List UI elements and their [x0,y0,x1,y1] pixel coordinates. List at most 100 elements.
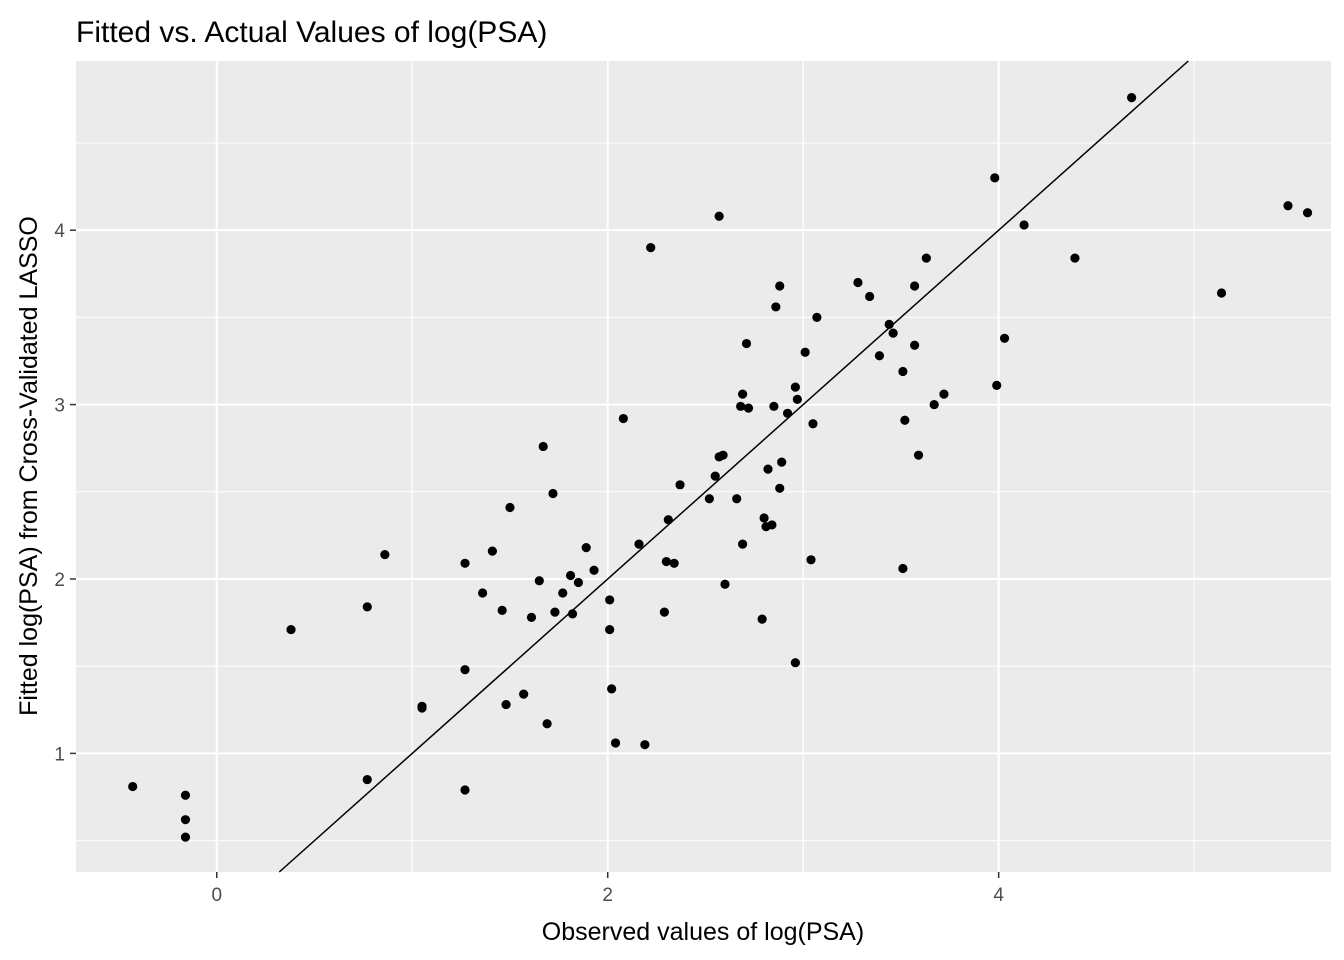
x-axis-label: Observed values of log(PSA) [542,918,864,946]
y-tick-label: 3 [54,396,65,417]
y-axis-label: Fitted log(PSA) from Cross-Validated LAS… [15,216,43,716]
data-point [663,515,673,525]
data-point [669,558,679,568]
data-point [769,401,779,411]
data-point [732,494,742,504]
data-point [898,366,908,377]
data-point [538,441,548,452]
data-point [581,543,591,553]
data-point [1070,253,1080,263]
data-point [618,413,628,424]
data-point [884,319,894,329]
data-point [180,832,191,842]
data-point [913,450,924,460]
data-point [487,546,497,556]
data-point [900,415,910,425]
x-tick-label: 2 [602,885,613,906]
data-point [898,563,908,574]
data-point [792,394,802,404]
data-point [806,555,816,565]
data-point [573,577,583,588]
data-point [548,488,558,499]
data-point [519,689,529,699]
major-gridlines [76,61,1331,872]
data-point [737,539,748,549]
data-point [675,480,685,490]
data-point [610,738,621,748]
data-point [718,450,728,460]
data-point [1019,220,1029,230]
data-point [910,340,920,350]
data-point [661,556,671,567]
data-point [921,253,931,263]
data-point [605,595,615,605]
data-point [128,781,138,792]
data-point [497,605,507,615]
data-point [526,612,537,622]
reference-line-layer [278,60,1189,873]
data-point [874,351,885,361]
data-point [710,471,720,481]
data-point [607,684,617,694]
data-point [659,607,670,617]
data-point [380,549,390,560]
data-point [460,558,470,568]
data-point [567,609,578,619]
data-points [128,93,1313,842]
data-point [417,703,427,713]
data-point [775,483,785,493]
data-point [757,614,767,624]
data-point [180,815,191,825]
data-point [763,464,773,474]
data-point [1302,208,1313,218]
data-point [1127,93,1137,103]
data-point [775,281,785,291]
data-point [714,211,724,221]
identity-reference-line [278,60,1189,873]
data-point [853,277,863,288]
data-point [534,576,544,586]
data-point [790,658,800,668]
data-point [565,570,576,581]
data-point [505,502,515,513]
chart-title: Fitted vs. Actual Values of log(PSA) [76,16,547,49]
data-point [550,607,560,617]
data-point [990,173,1000,183]
data-point [999,333,1010,343]
data-point [759,513,769,523]
data-point [771,302,781,312]
data-point [910,281,920,291]
data-point [737,389,748,399]
data-point [362,774,372,785]
y-tick-label: 4 [54,221,65,242]
data-point [605,624,615,635]
data-point [1283,201,1293,211]
data-point [865,291,875,302]
plot-panel [76,61,1331,872]
data-point [720,579,730,589]
data-point [362,602,372,612]
data-point [743,403,754,413]
data-point [646,243,656,253]
data-point [777,457,787,467]
data-point [542,719,552,729]
y-axis-ticks: 1 2 3 4 [54,221,76,765]
x-tick-label: 4 [993,885,1004,906]
data-point [812,312,822,322]
y-tick-label: 2 [54,570,65,591]
data-point [460,785,470,795]
data-point [180,790,191,800]
data-point [286,624,296,635]
data-point [1216,288,1227,298]
data-point [736,401,746,411]
data-point [808,419,818,429]
data-point [767,520,777,530]
data-point [782,408,793,418]
y-tick-label: 1 [54,744,65,765]
data-point [589,565,599,575]
data-point [800,347,810,357]
data-point [704,494,714,504]
x-tick-label: 0 [211,885,222,906]
minor-gridlines [76,61,1331,872]
